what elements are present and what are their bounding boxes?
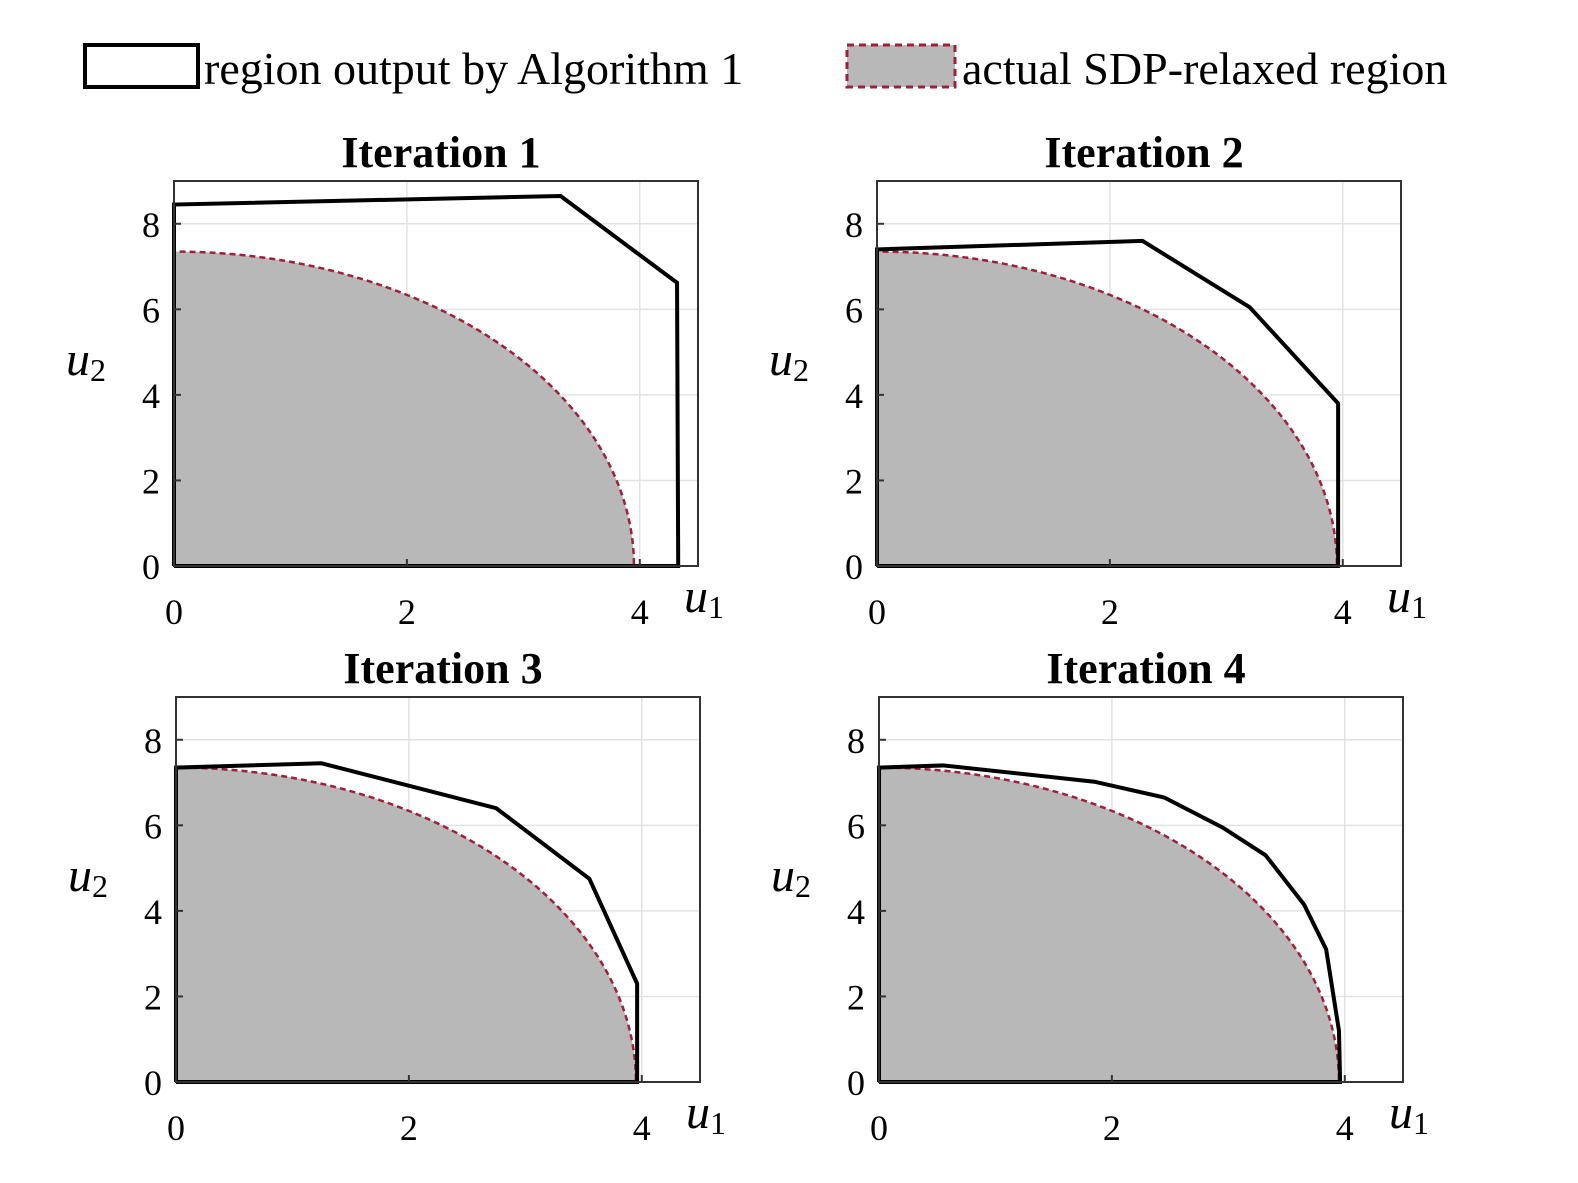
subplot-title: Iteration 4: [1046, 644, 1245, 693]
y-tick-label: 2: [142, 461, 160, 501]
y-axis-label: u2: [771, 849, 811, 904]
x-tick-label: 2: [398, 592, 416, 632]
y-tick-label: 6: [847, 806, 865, 846]
y-tick-label: 2: [845, 461, 863, 501]
actual-region: [172, 250, 636, 568]
y-tick-label: 4: [142, 376, 160, 416]
y-tick-label: 2: [847, 977, 865, 1017]
axes-box: [878, 696, 1404, 1083]
x-tick-label: 4: [1336, 1108, 1354, 1148]
y-tick-label: 6: [144, 806, 162, 846]
x-tick-label: 0: [167, 1108, 185, 1148]
legend-actual-swatch: [845, 43, 957, 89]
output-region: [877, 763, 1343, 1084]
x-axis-label: u1: [684, 570, 724, 625]
x-tick-label: 4: [1334, 592, 1352, 632]
legend: region output by Algorithm 1 actual SDP-…: [83, 43, 1447, 94]
x-axis-label: u1: [1389, 1086, 1429, 1141]
subplot-2: 0 2 4 0 2 4 6 8 Iteration 2 u1 u2: [769, 128, 1427, 632]
x-tick-label: 4: [633, 1108, 651, 1148]
x-tick-label: 4: [631, 592, 649, 632]
subplot-3: 0 2 4 0 2 4 6 8 Iteration 3 u1 u2: [68, 644, 726, 1148]
y-tick-label: 0: [144, 1063, 162, 1103]
axes-box: [175, 696, 701, 1083]
y-axis-label: u2: [68, 849, 108, 904]
legend-actual-label: actual SDP-relaxed region: [962, 43, 1447, 94]
y-axis-label: u2: [769, 333, 809, 388]
y-tick-label: 4: [144, 892, 162, 932]
x-tick-label: 2: [400, 1108, 418, 1148]
x-tick-label: 0: [165, 592, 183, 632]
subplot-4: 0 2 4 0 2 4 6 8 Iteration 4 u1 u2: [771, 644, 1429, 1148]
x-axis-label: u1: [1387, 570, 1427, 625]
x-tick-label: 2: [1101, 592, 1119, 632]
y-tick-label: 6: [845, 290, 863, 330]
x-tick-label: 2: [1103, 1108, 1121, 1148]
x-axis-label: u1: [686, 1086, 726, 1141]
subplot-title: Iteration 3: [343, 644, 542, 693]
output-region: [174, 761, 640, 1084]
x-tick-label: 0: [868, 592, 886, 632]
legend-output-label: region output by Algorithm 1: [204, 43, 743, 94]
subplot-1: 0 2 4 0 2 4 6 8 Iteration 1 u1 u2: [66, 128, 724, 632]
y-tick-label: 0: [142, 547, 160, 587]
subplots: 0 2 4 0 2 4 6 8 Iteration 1 u1 u2 0 2 4 0 2 4 6 8 Iteration…: [66, 128, 1429, 1148]
y-tick-label: 0: [845, 547, 863, 587]
y-tick-label: 8: [144, 721, 162, 761]
y-tick-label: 0: [847, 1063, 865, 1103]
y-tick-label: 4: [845, 376, 863, 416]
y-tick-label: 8: [847, 721, 865, 761]
y-tick-label: 6: [142, 290, 160, 330]
y-axis-label: u2: [66, 333, 106, 388]
y-tick-label: 8: [845, 205, 863, 245]
y-tick-label: 8: [142, 205, 160, 245]
x-tick-label: 0: [870, 1108, 888, 1148]
actual-region: [875, 250, 1339, 568]
actual-region: [174, 766, 638, 1084]
subplot-title: Iteration 2: [1044, 128, 1243, 177]
axes-box: [173, 180, 699, 567]
legend-output-swatch: [83, 43, 200, 89]
y-tick-label: 2: [144, 977, 162, 1017]
y-tick-label: 4: [847, 892, 865, 932]
subplot-title: Iteration 1: [341, 128, 540, 177]
axes-box: [876, 180, 1402, 567]
actual-region: [877, 766, 1341, 1084]
